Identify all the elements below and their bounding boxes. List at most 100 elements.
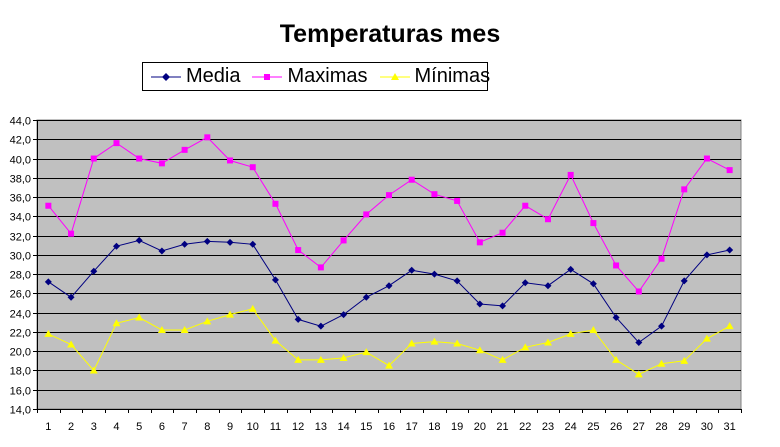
data-point: [340, 237, 347, 244]
data-point: [317, 264, 324, 271]
legend-label-maximas: Maximas: [287, 65, 368, 87]
y-tick-label: 34,0: [10, 212, 31, 224]
data-point: [363, 211, 370, 218]
data-point: [271, 336, 280, 344]
data-point: [544, 216, 551, 223]
x-tick-label: 27: [633, 421, 645, 433]
plot-area: [36, 119, 742, 410]
data-point: [658, 255, 665, 262]
x-tick-label: 11: [270, 421, 281, 433]
data-point: [295, 247, 302, 254]
data-point: [203, 317, 212, 325]
data-point: [249, 240, 257, 248]
y-tick-label: 28,0: [10, 270, 31, 282]
x-tick-label: 17: [406, 421, 418, 433]
data-point: [635, 288, 642, 295]
x-tick-label: 25: [587, 421, 599, 433]
data-point: [590, 220, 597, 227]
data-point: [112, 242, 120, 250]
y-tick-label: 20,0: [10, 347, 31, 359]
data-point: [498, 355, 507, 363]
data-point: [181, 240, 189, 248]
data-point: [589, 280, 597, 288]
x-tick-label: 15: [360, 421, 372, 433]
data-point: [521, 343, 530, 351]
data-point: [362, 293, 370, 301]
data-point: [567, 171, 574, 178]
x-tick-label: 12: [292, 421, 304, 433]
x-tick-label: 21: [496, 421, 508, 433]
legend-label-minimas: Mínimas: [414, 65, 491, 87]
data-point: [113, 140, 120, 147]
data-point: [44, 329, 53, 337]
data-point: [680, 356, 689, 364]
data-point: [135, 236, 143, 244]
data-point: [544, 282, 552, 290]
data-point: [362, 348, 371, 356]
data-point: [407, 339, 416, 347]
data-point: [612, 355, 621, 363]
x-tick-label: 22: [519, 421, 531, 433]
y-tick-label: 22,0: [10, 328, 31, 340]
x-tick-label: 24: [565, 421, 577, 433]
data-point: [431, 191, 438, 198]
data-point: [136, 155, 143, 162]
data-point: [657, 359, 666, 367]
legend-swatch-minimas: [379, 72, 410, 80]
data-point: [67, 340, 76, 348]
y-tick-label: 18,0: [10, 366, 31, 378]
y-tick-label: 40,0: [10, 155, 31, 167]
data-point: [453, 277, 461, 285]
data-point: [158, 160, 165, 167]
data-point: [658, 322, 666, 330]
data-point: [317, 322, 325, 330]
x-tick-label: 3: [91, 421, 97, 433]
data-point: [635, 339, 643, 347]
data-point: [476, 300, 484, 308]
x-tick-label: 10: [247, 421, 259, 433]
data-point: [725, 322, 734, 330]
chart-title: Temperaturas mes: [279, 20, 501, 48]
x-tick-label: 28: [655, 421, 667, 433]
legend-item-minimas: Mínimas: [379, 65, 491, 88]
data-point: [634, 370, 643, 378]
x-tick-label: 13: [315, 421, 327, 433]
data-point: [430, 337, 439, 345]
data-point: [476, 239, 483, 246]
data-point: [566, 329, 575, 337]
data-point: [408, 176, 415, 183]
x-tick-label: 6: [159, 421, 165, 433]
data-point: [385, 361, 393, 369]
data-point: [340, 311, 348, 319]
y-tick-label: 38,0: [10, 174, 31, 186]
data-point: [68, 230, 75, 237]
data-point: [589, 326, 598, 334]
x-tick-label: 14: [337, 421, 349, 433]
x-tick-label: 5: [136, 421, 142, 433]
data-point: [703, 155, 710, 162]
data-point: [475, 346, 484, 354]
data-point: [567, 265, 575, 273]
data-point: [612, 313, 620, 321]
x-tick-label: 26: [610, 421, 622, 433]
data-point: [90, 155, 97, 162]
y-tick-label: 44,0: [10, 116, 31, 128]
data-point: [703, 251, 711, 259]
data-point: [203, 237, 211, 245]
data-point: [294, 355, 303, 363]
x-tick-label: 31: [724, 421, 736, 433]
x-tick-label: 1: [45, 421, 51, 433]
data-point: [385, 282, 393, 290]
data-point: [67, 293, 75, 301]
x-tick-label: 9: [227, 421, 233, 433]
y-tick-label: 14,0: [10, 405, 31, 417]
y-tick-label: 42,0: [10, 135, 31, 147]
data-point: [226, 310, 235, 318]
data-point: [226, 238, 234, 246]
x-tick-label: 19: [451, 421, 463, 433]
y-tick-label: 30,0: [10, 251, 31, 263]
x-tick-label: 20: [474, 421, 486, 433]
data-point: [613, 262, 620, 269]
